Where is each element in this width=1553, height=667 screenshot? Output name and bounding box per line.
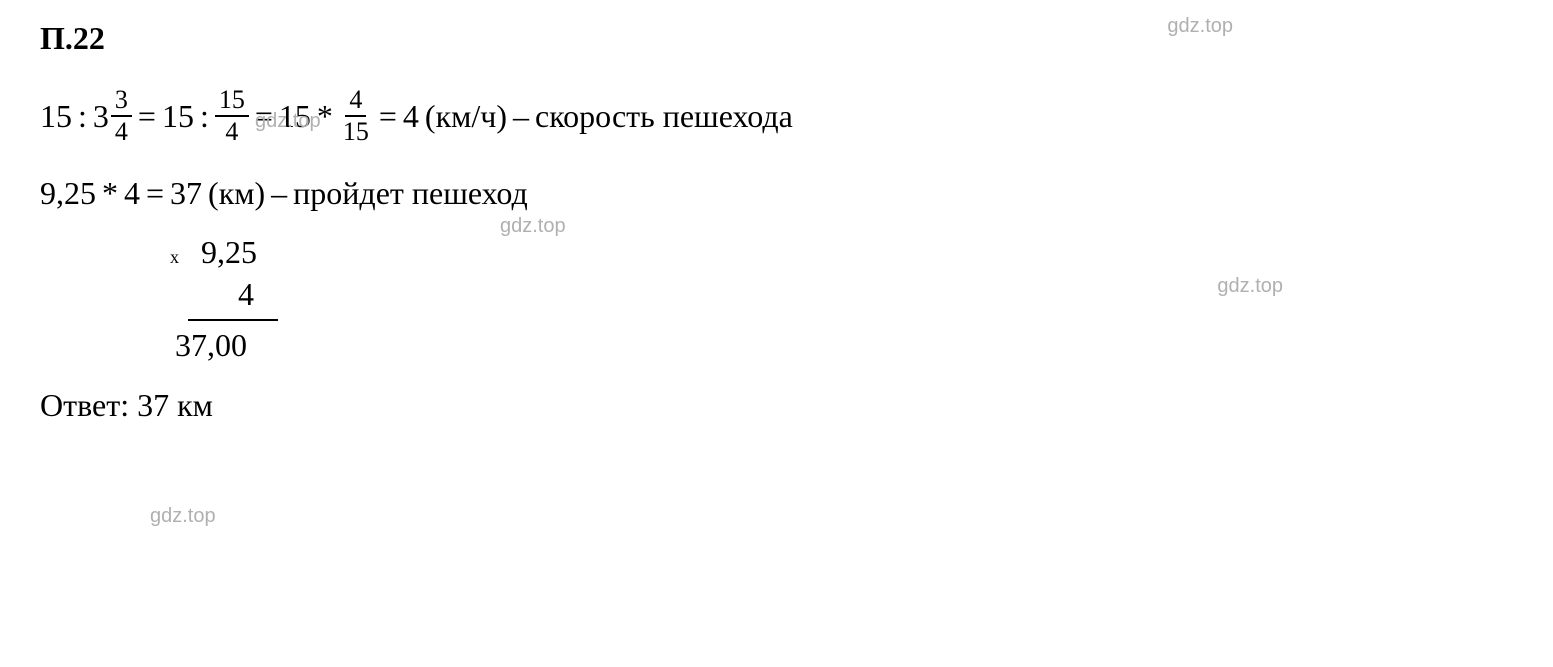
operand: 9,25 xyxy=(40,175,96,212)
dash: – xyxy=(513,98,529,135)
operand: 15 xyxy=(40,98,72,135)
result: 4 xyxy=(403,98,419,135)
denominator: 4 xyxy=(221,117,242,145)
answer-line: Ответ: 37 км xyxy=(40,387,1513,424)
operand: 4 xyxy=(124,175,140,212)
computation-line xyxy=(188,319,278,321)
description: скорость пешехода xyxy=(535,98,793,135)
fraction: 3 4 xyxy=(111,87,132,145)
operator: * xyxy=(102,175,118,212)
equation-line-1: 15 : 3 3 4 = 15 : 15 4 = 15 * 4 15 = 4 (… xyxy=(40,87,1513,145)
numerator: 3 xyxy=(111,87,132,117)
multiplicand: 9,25 xyxy=(201,232,257,274)
equals: = xyxy=(379,98,397,135)
operator: : xyxy=(200,98,209,135)
equals: = xyxy=(138,98,156,135)
operand: 15 xyxy=(279,98,311,135)
multiply-sign: x xyxy=(170,246,179,269)
operator: : xyxy=(78,98,87,135)
unit: (км/ч) xyxy=(425,98,507,135)
dash: – xyxy=(271,175,287,212)
fraction: 15 4 xyxy=(215,87,249,145)
operator: * xyxy=(317,98,333,135)
problem-heading: П.22 xyxy=(40,20,1513,57)
denominator: 15 xyxy=(339,117,373,145)
answer-value: 37 км xyxy=(137,387,213,423)
numerator: 4 xyxy=(345,87,366,117)
equation-line-2: 9,25 * 4 = 37 (км) – пройдет пешеход xyxy=(40,175,1513,212)
vertical-multiplication: x 9,25 4 37,00 xyxy=(170,232,1513,367)
mixed-fraction: 3 3 4 xyxy=(93,87,132,145)
product: 37,00 xyxy=(175,325,247,367)
equals: = xyxy=(255,98,273,135)
answer-label: Ответ: xyxy=(40,387,129,423)
mixed-whole: 3 xyxy=(93,98,109,135)
denominator: 4 xyxy=(111,117,132,145)
watermark: gdz.top xyxy=(150,505,216,528)
description: пройдет пешеход xyxy=(293,175,528,212)
unit: (км) xyxy=(208,175,265,212)
operand: 15 xyxy=(162,98,194,135)
fraction: 4 15 xyxy=(339,87,373,145)
result: 37 xyxy=(170,175,202,212)
multiplier: 4 xyxy=(238,274,254,316)
numerator: 15 xyxy=(215,87,249,117)
equals: = xyxy=(146,175,164,212)
